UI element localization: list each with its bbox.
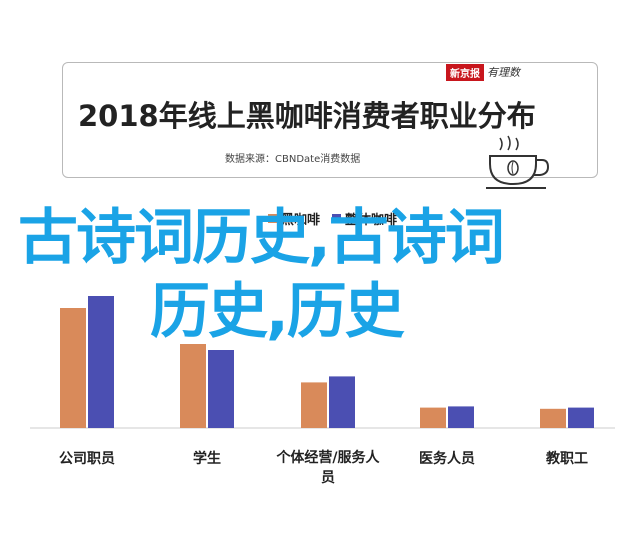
bar-series2-3 (448, 406, 474, 428)
title-card (62, 62, 598, 178)
category-label-3: 医务人员 (419, 451, 475, 467)
category-label-2: 个体经营/服务人员 (276, 450, 380, 486)
category-label-4: 教职工 (546, 451, 588, 467)
legend-swatch-1 (268, 214, 277, 223)
bar-series1-3 (420, 407, 446, 428)
overlay-text-line2: 历史,历史 (150, 277, 405, 347)
brand-tag: 新京报 (446, 63, 484, 81)
chart-legend: 黑咖啡 整体咖啡 (268, 209, 397, 228)
brand-logo: 新京报 有理数 (446, 63, 520, 81)
overlay-text-line1: 古诗词历史,古诗词 (18, 203, 505, 273)
bar-series1-1 (180, 344, 206, 428)
bar-series2-4 (568, 407, 594, 428)
legend-label-2: 整体咖啡 (345, 213, 398, 228)
chart-title: 2018年线上黑咖啡消费者职业分布 (78, 99, 536, 133)
brand-script: 有理数 (487, 66, 520, 79)
bar-series2-0 (88, 296, 114, 428)
legend-item-1: 黑咖啡 (268, 209, 320, 228)
chart-source: 数据来源：CBNDate消费数据 (225, 154, 361, 165)
bar-series1-4 (540, 408, 566, 428)
bar-series2-1 (208, 350, 234, 428)
legend-swatch-2 (332, 214, 342, 223)
legend-label-1: 黑咖啡 (281, 213, 321, 228)
bar-series1-0 (60, 308, 86, 428)
category-label-0: 公司职员 (59, 451, 115, 467)
category-label-1: 学生 (193, 451, 221, 467)
bar-series2-2 (329, 376, 355, 428)
coffee-cup-icon (486, 135, 550, 189)
bar-series1-2 (301, 382, 327, 428)
legend-item-2: 整体咖啡 (332, 209, 397, 228)
